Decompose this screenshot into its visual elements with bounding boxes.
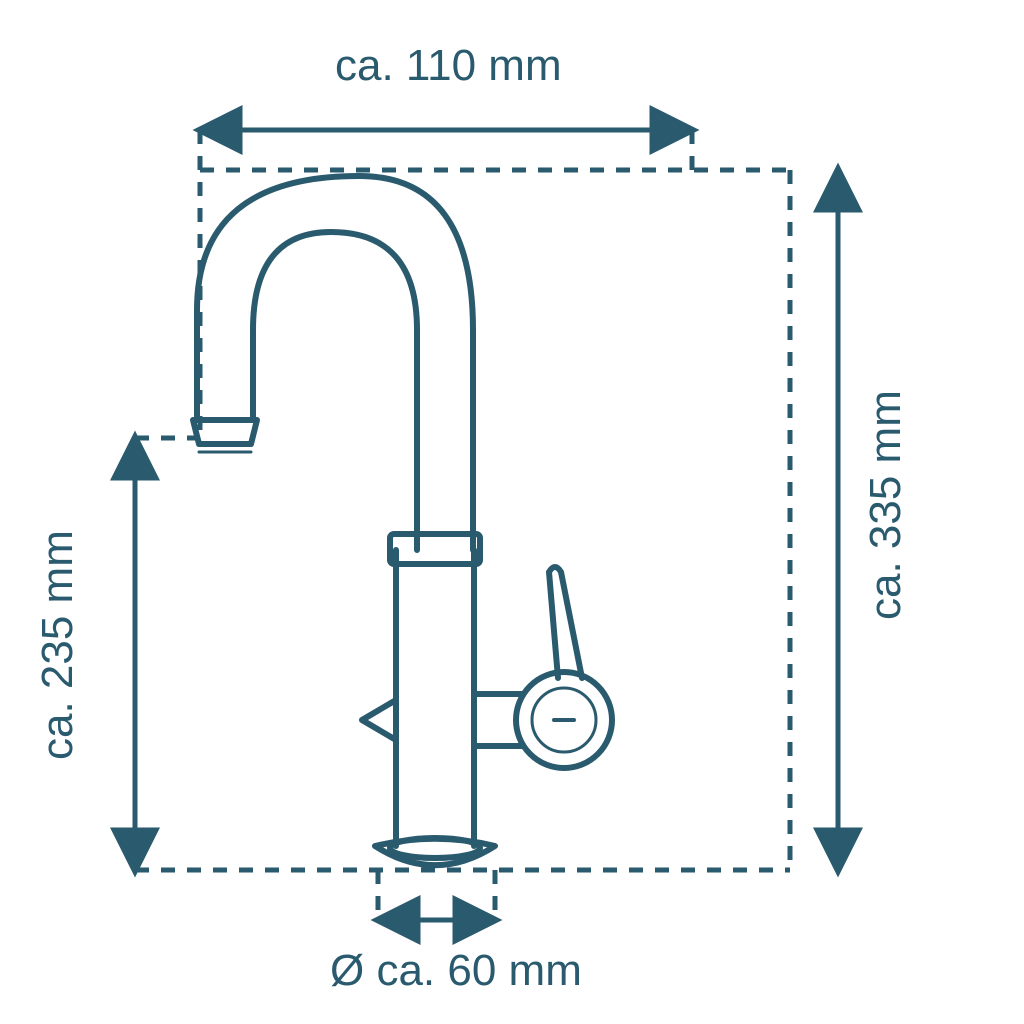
faucet-outline — [193, 176, 612, 865]
label-height-spout: ca. 235 mm — [33, 530, 82, 760]
label-base-dia: Ø ca. 60 mm — [330, 946, 582, 995]
faucet-body — [396, 550, 474, 846]
indicator-cap — [362, 700, 396, 740]
diagram-svg: ca. 110 mm ca. 335 mm ca. 235 mm Ø ca. 60 m… — [0, 0, 1024, 1024]
dimension-diagram: ca. 110 mm ca. 335 mm ca. 235 mm Ø ca. 60 m… — [0, 0, 1024, 1024]
spout-inner — [253, 232, 417, 550]
dimension-arrows — [135, 130, 838, 920]
spout-aerator — [193, 420, 257, 444]
handle-lever — [549, 567, 582, 678]
label-height-total: ca. 335 mm — [861, 390, 910, 620]
faucet-collar — [390, 534, 480, 564]
label-width: ca. 110 mm — [335, 41, 562, 90]
faucet-base-inner — [390, 838, 480, 858]
